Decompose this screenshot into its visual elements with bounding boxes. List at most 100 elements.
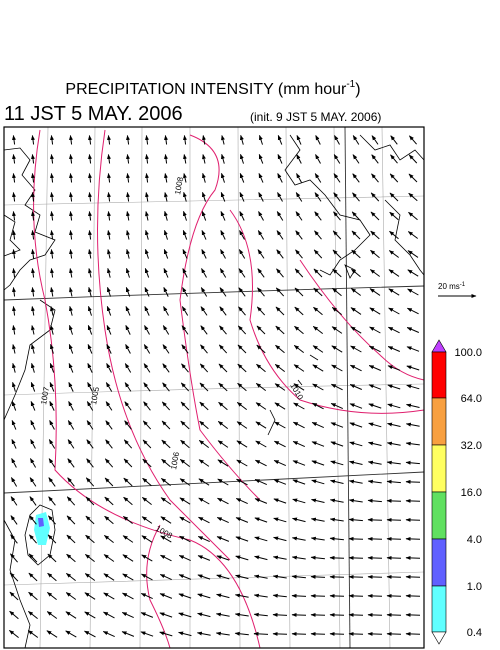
wind-arrow [216,593,230,599]
wind-arrow [144,286,150,297]
wind-arrow [142,420,152,430]
wind-arrow [217,459,229,467]
wind-arrow [163,286,169,297]
wind-arrow [234,612,249,617]
wind-arrow [277,173,283,183]
wind-arrow [178,631,192,637]
wind-arrow [67,458,75,468]
title-text: PRECIPITATION INTENSITY (mm hour [65,81,347,98]
wind-arrow [11,419,17,430]
wind-arrow [239,134,244,145]
wind-arrow [29,458,37,468]
wind-arrow [106,286,111,297]
wind-arrow [107,173,111,183]
wind-arrow [161,478,171,486]
wind-arrow [162,382,170,392]
wind-arrow [86,420,94,430]
init-time: (init. 9 JST 5 MAY. 2006) [250,110,381,124]
wind-arrow [200,344,208,354]
wind-arrow [351,211,361,221]
wind-arrow [237,382,247,392]
wind-arrow [50,230,54,240]
wind-arrow [47,534,57,544]
wind-arrow [103,592,115,600]
wind-arrow [292,460,306,466]
wind-arrow [220,230,226,240]
wind-arrow [123,439,133,449]
wind-arrow [66,515,76,525]
wind-arrow [258,134,263,145]
wind-arrow [50,287,54,297]
wind-arrow [334,135,340,145]
wind-arrow [349,384,362,390]
wind-arrow [88,192,92,202]
wind-arrow [273,536,287,542]
wind-arrow [142,458,152,468]
wind-arrow [69,173,73,183]
wind-arrow [370,249,380,259]
wind-arrow [88,249,92,259]
wind-arrow [65,630,77,638]
wind-arrow [254,517,268,523]
wind-arrow [406,365,420,371]
wind-arrow [274,364,286,372]
wind-arrow [387,403,401,409]
wind-arrow [122,573,134,581]
wind-arrow [253,631,269,636]
wind-arrow [216,516,229,524]
wind-arrow [31,230,35,240]
wind-arrow [315,135,321,145]
wind-arrow [142,477,152,487]
wind-arrow [408,154,418,164]
wind-arrow [352,192,360,202]
wind-arrow [141,535,153,543]
wind-arrow [258,153,264,164]
wind-arrow [217,497,229,505]
wind-arrow [329,517,344,522]
wind-arrow [122,535,134,543]
wind-arrow [406,346,420,352]
wind-arrow [292,498,306,504]
wind-arrow [220,172,225,183]
wind-arrow [235,517,249,523]
wind-arrow [333,211,341,221]
wind-arrow [87,305,92,316]
wind-arrow [313,287,323,297]
wind-arrow [275,344,285,354]
wind-arrow [291,593,307,598]
wind-arrow [12,362,16,373]
wind-arrow [390,154,398,164]
lat-line-major [3,285,425,494]
wind-arrow [388,288,400,296]
wind-arrow [348,479,363,484]
wind-arrow [163,267,169,278]
wind-arrow [121,611,134,619]
wind-arrow [181,306,189,316]
wind-arrow [179,459,191,467]
wind-arrow [104,496,114,506]
wind-arrow [201,268,207,278]
wind-arrow [349,403,363,409]
wind-arrow [202,135,206,145]
wind-arrow [12,192,16,202]
map-frame [3,126,425,649]
wind-arrow [198,459,210,467]
wind-arrow [9,572,19,582]
wind-arrow [107,135,111,145]
precip-area [38,518,44,527]
wind-arrow [216,536,230,542]
wind-arrow [31,249,35,259]
wind-arrow [239,172,245,183]
wind-arrow [27,630,39,638]
wind-arrow [332,249,342,259]
wind-arrow [329,498,344,503]
colorbar-label: 64.0 [461,393,482,405]
wind-arrow [48,515,56,525]
wind-arrow [257,268,265,278]
wind-arrow [256,363,266,373]
wind-arrow [406,403,420,408]
wind-arrow [352,154,360,164]
wind-arrow [159,573,172,581]
wind-arrow [107,249,111,259]
wind-arrow [273,440,286,448]
